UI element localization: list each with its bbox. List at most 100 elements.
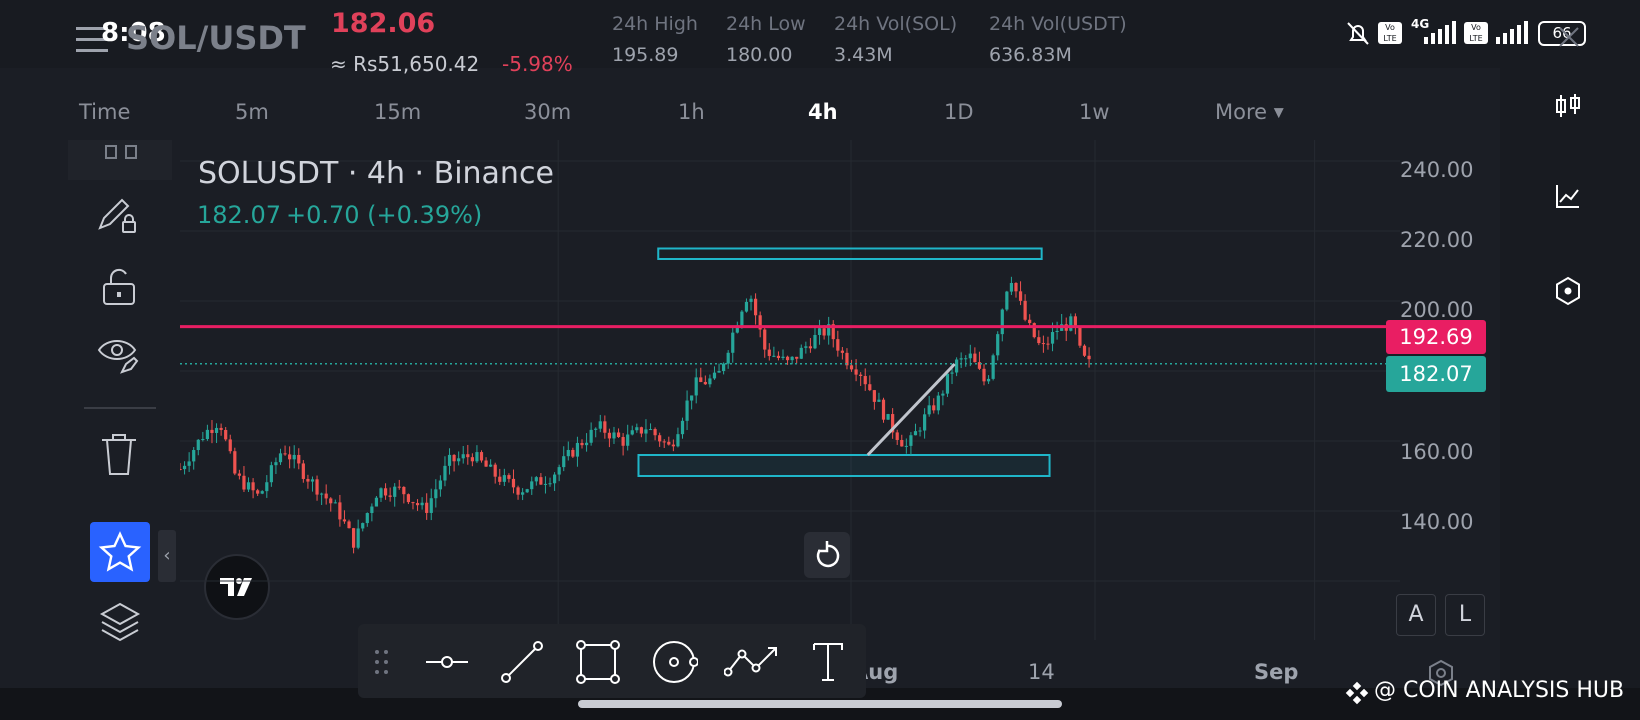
fiat-equiv: ≈ Rs51,650.42: [330, 52, 480, 76]
tab-5m[interactable]: 5m: [235, 100, 269, 124]
candle-body: [680, 420, 685, 435]
candle-body: [845, 352, 849, 366]
horizontal-line-tool-icon[interactable]: [424, 644, 470, 680]
candle-body: [740, 311, 744, 326]
candle-body: [744, 301, 749, 312]
candle-body: [1087, 355, 1091, 360]
text-tool-icon[interactable]: [808, 640, 848, 684]
candle-body: [973, 353, 977, 363]
network-label: 4G: [1411, 17, 1430, 31]
candle-body: [817, 328, 822, 335]
rectangle-tool-icon[interactable]: [574, 638, 622, 686]
signal-icon: [1410, 20, 1460, 46]
layers-icon[interactable]: [98, 600, 142, 644]
rotate-icon: [816, 541, 840, 568]
candlestick-icon[interactable]: [1554, 92, 1582, 120]
tab-time[interactable]: Time: [79, 100, 131, 124]
tab-15m[interactable]: 15m: [374, 100, 422, 124]
status-time: 8:08: [101, 18, 166, 48]
stat-value: 195.89: [612, 44, 679, 66]
visibility-icon[interactable]: [96, 334, 142, 378]
chart-settings-icon[interactable]: [1426, 658, 1456, 688]
tab-30m[interactable]: 30m: [524, 100, 572, 124]
y-tick: 220.00: [1400, 228, 1474, 252]
candle-body: [790, 356, 794, 361]
candle-body: [315, 479, 319, 495]
candle-body: [977, 362, 982, 369]
log-scale-button[interactable]: L: [1445, 594, 1485, 636]
lock-drawing-icon[interactable]: [96, 194, 142, 238]
trash-icon[interactable]: [100, 432, 138, 478]
price-chart[interactable]: [180, 140, 1500, 660]
menu-icon[interactable]: [76, 25, 108, 53]
candle-body: [251, 482, 255, 491]
tab-1h[interactable]: 1h: [678, 100, 705, 124]
collapse-toolbar-button[interactable]: ‹: [158, 530, 176, 582]
change-pct: -5.98%: [502, 52, 573, 76]
grid-icon[interactable]: [104, 140, 138, 162]
candle-body: [415, 503, 420, 506]
candle-body: [753, 298, 758, 316]
candle-body: [489, 464, 493, 467]
header: [0, 0, 1640, 68]
candle-body: [475, 452, 479, 462]
candle-body: [329, 498, 333, 504]
unlock-icon[interactable]: [100, 266, 138, 308]
path-tool-icon[interactable]: [723, 640, 780, 684]
close-icon[interactable]: [1556, 24, 1582, 50]
candle-body: [667, 441, 671, 445]
candle-body: [662, 441, 666, 443]
candle-body: [210, 429, 214, 433]
reset-chart-button[interactable]: [804, 532, 850, 578]
favorite-button[interactable]: [90, 522, 150, 582]
y-tick: 200.00: [1400, 298, 1474, 322]
candle-body: [671, 444, 675, 447]
drag-handle-icon[interactable]: [374, 648, 390, 676]
tradingview-logo[interactable]: [204, 554, 270, 620]
candle-body: [493, 464, 497, 477]
candle-body: [849, 365, 854, 370]
tab-1w[interactable]: 1w: [1079, 100, 1110, 124]
signal-icon-2: [1494, 20, 1536, 46]
candle-body: [722, 363, 726, 372]
circle-tool-icon[interactable]: [650, 638, 699, 686]
candle-body: [552, 474, 557, 484]
candle-body: [566, 449, 570, 457]
candle-body: [594, 428, 598, 430]
candle-body: [877, 399, 881, 402]
candle-body: [397, 486, 401, 488]
indicator-chart-icon[interactable]: [1554, 182, 1582, 210]
candle-body: [347, 521, 351, 529]
chart-area[interactable]: [0, 68, 1640, 688]
candle-body: [1055, 330, 1059, 333]
candle-body: [616, 432, 621, 438]
candle-body: [333, 502, 337, 504]
candle-body: [886, 414, 890, 420]
candle-body: [502, 475, 506, 482]
candle-body: [909, 435, 913, 446]
more-dropdown[interactable]: More ▼: [1215, 100, 1284, 124]
candle-body: [913, 431, 918, 436]
candle-body: [219, 427, 223, 430]
candle-body: [539, 477, 543, 485]
candle-body: [749, 298, 753, 302]
candle-body: [525, 489, 529, 493]
auto-scale-button[interactable]: A: [1396, 594, 1436, 636]
tab-4h[interactable]: 4h: [808, 100, 838, 124]
candle-body: [575, 442, 580, 457]
candle-body: [548, 483, 552, 485]
tab-1d[interactable]: 1D: [944, 100, 974, 124]
candle-body: [945, 373, 950, 394]
candle-body: [370, 506, 374, 514]
trend-line-tool-icon[interactable]: [498, 638, 546, 686]
candle-body: [699, 377, 703, 382]
home-indicator[interactable]: [578, 700, 1062, 708]
candle-body: [470, 457, 474, 462]
candle-body: [507, 475, 511, 479]
candle-body: [457, 458, 461, 462]
pair-name[interactable]: SOL/USDT: [126, 19, 306, 57]
settings-hex-icon[interactable]: [1554, 276, 1582, 306]
candle-body: [584, 442, 589, 446]
x-tick: 14: [1028, 660, 1055, 684]
candle-body: [968, 353, 972, 359]
